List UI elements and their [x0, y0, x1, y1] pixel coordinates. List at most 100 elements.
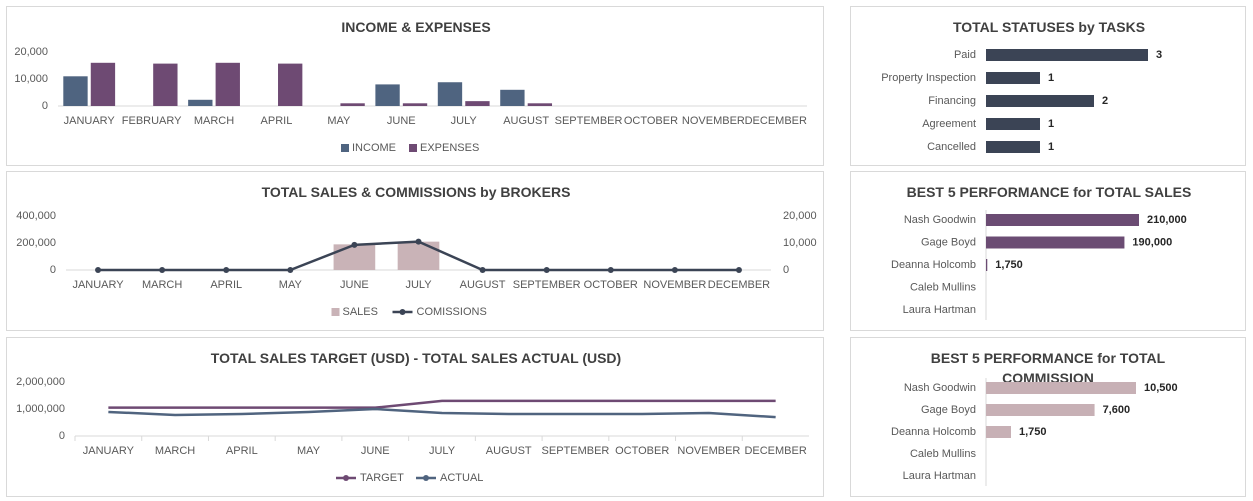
chart: Nash Goodwin 10,500 Gage Boyd 7,600 Deanna H…: [891, 378, 1178, 486]
x-tick-label: SEPTEMBER: [542, 445, 610, 457]
x-tick-label: SEPTEMBER: [555, 115, 623, 127]
x-tick-label: MAY: [279, 279, 303, 291]
x-tick-label: SEPTEMBER: [513, 279, 581, 291]
x-tick-label: NOVEMBER: [643, 279, 706, 291]
marker: [159, 267, 166, 273]
category-label: Caleb Mullins: [910, 448, 977, 460]
data-label: 2: [1102, 95, 1108, 107]
data-label: 1,750: [995, 259, 1023, 271]
x-tick-label: OCTOBER: [624, 115, 678, 127]
y-tick-label: 20,000: [14, 46, 48, 58]
category-label: Deanna Holcomb: [891, 426, 976, 438]
bar: [986, 72, 1040, 84]
category-label: Laura Hartman: [903, 470, 976, 482]
marker: [607, 267, 614, 273]
marker: [479, 267, 486, 273]
legend-label: TARGET: [360, 472, 404, 484]
x-tick-label: JUNE: [387, 115, 416, 127]
chart: Paid 3 Property Inspection 1 Financing 2 Agree…: [881, 49, 1162, 153]
marker: [735, 267, 742, 273]
legend-marker: [343, 475, 349, 481]
legend-swatch: [341, 144, 349, 152]
bar: [986, 95, 1094, 107]
x-tick-label: AUGUST: [503, 115, 549, 127]
bar: [397, 241, 440, 270]
category-label: Gage Boyd: [921, 404, 976, 416]
chart-panel: TOTAL SALES & COMMISSIONS by BROKERS 0 200…: [6, 171, 824, 331]
bar: [90, 62, 116, 106]
data-label: 190,000: [1132, 236, 1172, 248]
x-tick-label: JANUARY: [72, 279, 124, 291]
bar: [333, 244, 376, 270]
marker: [543, 267, 550, 273]
category-label: Cancelled: [927, 141, 976, 153]
category-label: Property Inspection: [881, 72, 976, 84]
bar: [340, 103, 365, 106]
y-tick-label: 200,000: [16, 237, 56, 249]
category-label: Paid: [954, 49, 976, 61]
bar: [986, 118, 1040, 130]
bar: [986, 141, 1040, 153]
legend-marker: [399, 309, 406, 315]
category-label: Laura Hartman: [903, 304, 976, 316]
x-tick-label: APRIL: [210, 279, 242, 291]
chart: Nash Goodwin 210,000 Gage Boyd 190,000 Deann…: [891, 210, 1187, 320]
legend-label: INCOME: [352, 142, 396, 154]
y-tick-label: 0: [50, 264, 56, 276]
x-tick-label: AUGUST: [460, 279, 506, 291]
data-label: 1: [1048, 72, 1054, 84]
y2-tick-label: 0: [783, 264, 789, 276]
x-tick-label: JUNE: [340, 279, 369, 291]
category-label: Nash Goodwin: [904, 382, 976, 394]
x-tick-label: APRIL: [261, 115, 293, 127]
y2-tick-label: 20,000: [783, 210, 817, 222]
marker: [415, 238, 422, 245]
marker: [671, 267, 678, 273]
chart-panel: BEST 5 PERFORMANCE for TOTAL COMMISSION N…: [850, 337, 1246, 497]
legend-swatch: [331, 308, 340, 316]
category-label: Gage Boyd: [921, 236, 976, 248]
data-label: 10,500: [1144, 382, 1178, 394]
bar: [986, 259, 988, 271]
chart-panel: TOTAL STATUSES by TASKS Paid 3 Property Ins…: [850, 6, 1246, 166]
chart-title: BEST 5 PERFORMANCE for TOTAL SALES: [906, 184, 1192, 200]
legend-label: EXPENSES: [420, 142, 479, 154]
y-tick-label: 0: [42, 100, 48, 112]
data-label: 210,000: [1147, 214, 1187, 226]
marker: [287, 267, 294, 273]
category-label: Agreement: [922, 118, 976, 130]
x-tick-label: MARCH: [142, 279, 182, 291]
data-label: 1,750: [1019, 426, 1047, 438]
chart-panel: INCOME & EXPENSES 0 10,000 20,000 JANUARY FEB…: [6, 6, 824, 166]
bar: [500, 89, 525, 106]
category-label: Deanna Holcomb: [891, 259, 976, 271]
data-label: 1: [1048, 141, 1054, 153]
x-tick-label: DECEMBER: [745, 115, 807, 127]
legend-label: SALES: [343, 306, 378, 318]
x-tick-label: JULY: [451, 115, 478, 127]
chart-panel: TOTAL SALES TARGET (USD) - TOTAL SALES A…: [6, 337, 824, 497]
y2-tick-label: 10,000: [783, 237, 817, 249]
chart-title: TOTAL SALES TARGET (USD) - TOTAL SALES A…: [210, 350, 622, 366]
y-tick-label: 1,000,000: [16, 403, 65, 415]
bar: [188, 99, 213, 106]
bar: [402, 103, 428, 106]
x-tick-label: MAY: [327, 115, 351, 127]
bar: [527, 103, 553, 106]
bar: [215, 62, 240, 106]
legend-marker: [423, 475, 429, 481]
x-tick-label: JANUARY: [83, 445, 135, 457]
bar: [986, 382, 1136, 394]
bar: [153, 63, 178, 106]
data-label: 7,600: [1103, 404, 1131, 416]
x-tick-label: NOVEMBER: [682, 115, 745, 127]
bar: [278, 63, 303, 106]
x-tick-label: DECEMBER: [708, 279, 770, 291]
chart-panel: BEST 5 PERFORMANCE for TOTAL SALES Nash G…: [850, 171, 1246, 331]
bar: [375, 84, 400, 106]
bar: [986, 214, 1139, 226]
legend-label: ACTUAL: [440, 472, 483, 484]
data-label: 3: [1156, 49, 1162, 61]
legend-swatch: [409, 144, 417, 152]
